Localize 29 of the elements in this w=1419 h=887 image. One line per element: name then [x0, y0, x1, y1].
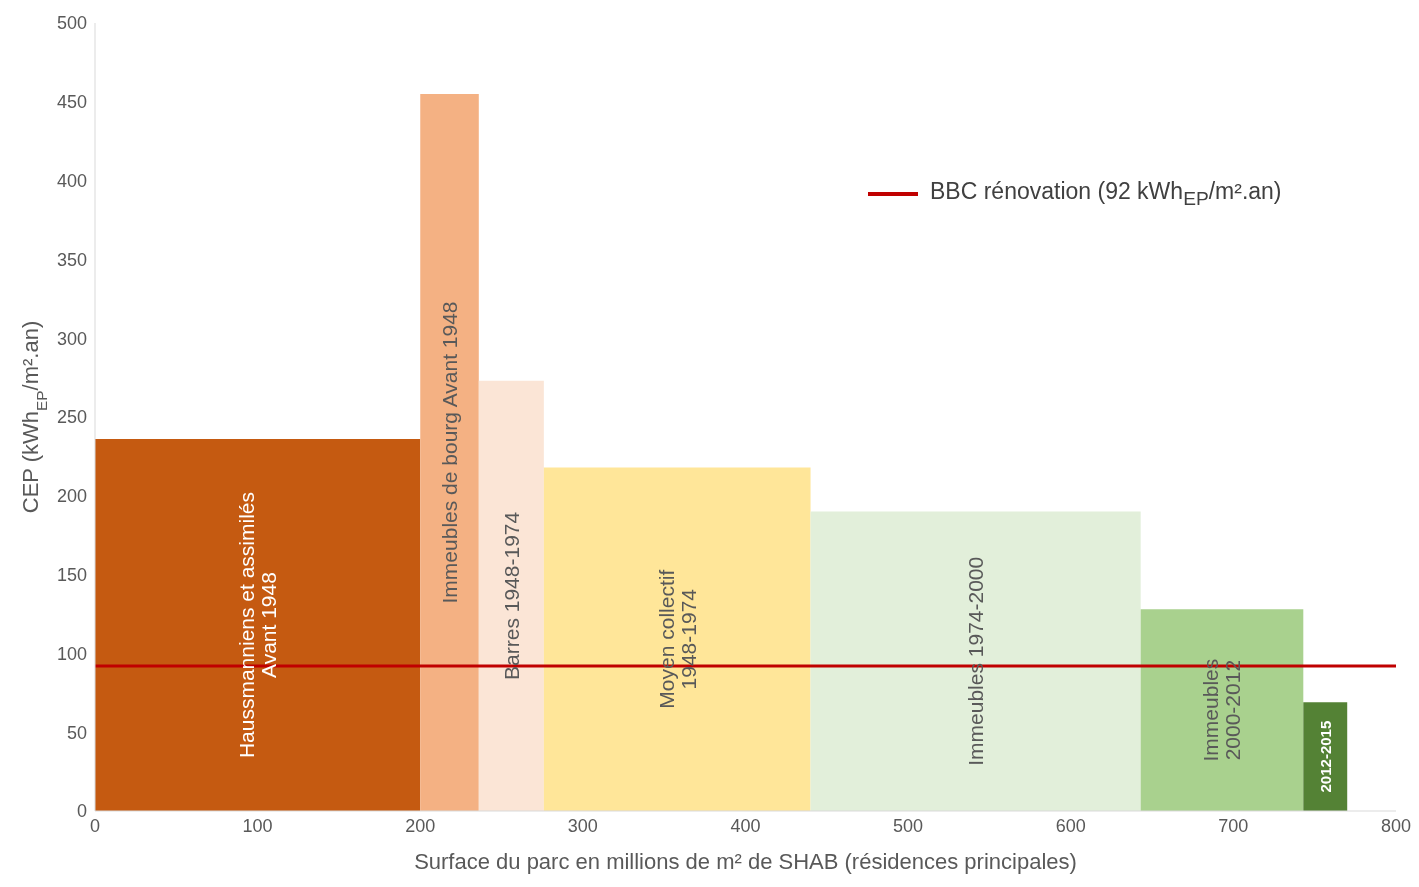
x-tick-label: 0 [89, 815, 101, 836]
x-tick-label: 400 [730, 815, 761, 836]
x-tick-label: 500 [893, 815, 924, 836]
y-tick-label: 100 [56, 643, 87, 664]
x-tick-label: 100 [242, 815, 273, 836]
x-axis-title: Surface du parc en millions de m² de SHAB (résidences principales) [414, 849, 1077, 874]
y-tick-label: 500 [56, 13, 87, 34]
annotation: Immeubles de bourg Avant 1948 [437, 301, 461, 604]
y-tick-label: 50 [66, 722, 87, 743]
x-tick-label: 300 [567, 815, 598, 836]
annotation: Haussmanniens et assimilés Avant 1948 [234, 491, 280, 759]
y-tick-label: 400 [56, 170, 87, 191]
x-tick-label: 800 [1380, 815, 1412, 836]
y-tick-label: 150 [56, 564, 87, 585]
y-tick-label: 0 [76, 801, 87, 822]
y-tick-label: 250 [56, 407, 87, 428]
annotation: Immeubles 2000-2012 [1199, 658, 1245, 762]
x-tick-label: 600 [1055, 815, 1086, 836]
y-tick-label: 200 [56, 486, 87, 507]
annotation: 2012-2015 [1316, 720, 1334, 793]
x-tick-label: 700 [1218, 815, 1249, 836]
annotation: Moyen collectif 1948-1974 [654, 569, 700, 709]
x-tick-label: 200 [405, 815, 436, 836]
annotation: Immeubles 1974-2000 [963, 556, 987, 766]
annotation: Barres 1948-1974 [499, 511, 523, 680]
y-tick-label: 350 [56, 249, 87, 270]
y-tick-label: 450 [56, 92, 87, 113]
legend-label: BBC rénovation (92 kWh$_{EP}$/m².an) [930, 178, 1282, 210]
y-tick-label: 300 [56, 328, 87, 349]
